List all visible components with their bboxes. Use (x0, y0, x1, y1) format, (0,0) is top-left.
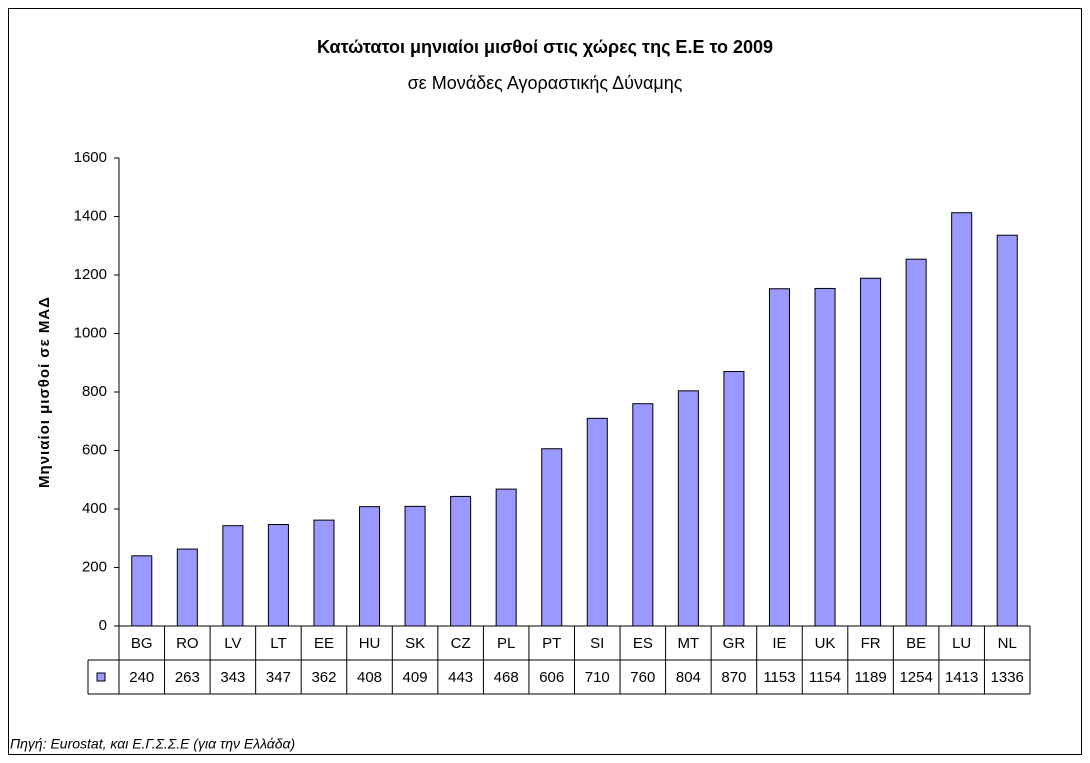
data-table-value: 362 (311, 669, 336, 686)
bar (495, 488, 517, 627)
bar (222, 525, 244, 627)
y-tick-label: 600 (82, 441, 107, 458)
data-table-value: 1413 (945, 669, 978, 686)
data-table-value: 1189 (854, 669, 886, 686)
bar (450, 495, 472, 627)
bar (267, 524, 289, 627)
data-table-value: 804 (676, 669, 701, 686)
data-table-value: 1154 (809, 669, 841, 686)
bar (176, 548, 198, 627)
bar (541, 448, 563, 627)
chart-subtitle: σε Μονάδες Αγοραστικής Δύναμης (408, 73, 683, 93)
x-tick-label: IE (772, 635, 786, 652)
data-table-value: 408 (357, 669, 382, 686)
bar (632, 403, 654, 627)
x-tick-label: ES (633, 635, 653, 652)
x-tick-label: CZ (451, 635, 471, 652)
x-tick-label: PL (497, 635, 515, 652)
x-tick-label: SI (590, 635, 604, 652)
bar (677, 390, 699, 627)
source-note: Πηγή: Eurostat, και Ε.Γ.Σ.Σ.Ε (για την Ε… (10, 736, 295, 752)
x-tick-label: SK (405, 635, 425, 652)
x-tick-label: BE (906, 635, 926, 652)
data-table-value: 760 (630, 669, 655, 686)
y-tick-label: 0 (99, 617, 107, 634)
data-table-value: 263 (175, 669, 200, 686)
x-tick-label: LT (270, 635, 286, 652)
data-table-value: 1336 (991, 669, 1024, 686)
bar (860, 277, 882, 627)
y-tick-label: 1200 (74, 266, 107, 283)
bar (404, 505, 426, 627)
bar (951, 212, 973, 627)
bar (996, 234, 1018, 627)
bar (359, 506, 381, 627)
data-table-value: 409 (403, 669, 428, 686)
y-tick-label: 800 (82, 383, 107, 400)
data-table-value: 240 (129, 669, 154, 686)
data-table-value: 443 (448, 669, 473, 686)
x-tick-label: UK (815, 635, 836, 652)
x-tick-label: LU (952, 635, 971, 652)
y-tick-label: 1000 (74, 324, 107, 341)
x-tick-label: NL (998, 635, 1017, 652)
x-tick-label: HU (359, 635, 381, 652)
bar (905, 258, 927, 627)
data-table-value: 347 (266, 669, 291, 686)
y-tick-label: 200 (82, 558, 107, 575)
x-tick-label: PT (542, 635, 561, 652)
data-table-value: 606 (539, 669, 564, 686)
data-table-value: 1153 (763, 669, 795, 686)
chart-border (8, 8, 1082, 755)
x-tick-label: MT (678, 635, 700, 652)
x-tick-label: LV (224, 635, 241, 652)
data-table-value: 1254 (899, 669, 932, 686)
bar (768, 288, 790, 627)
bar (586, 417, 608, 627)
bar (814, 287, 836, 627)
y-axis-label: Μηνιαίοι μισθοί σε ΜΑΔ (36, 296, 53, 488)
x-tick-label: BG (131, 635, 153, 652)
data-table-value: 468 (494, 669, 519, 686)
bar (723, 371, 745, 627)
legend-key (96, 672, 106, 682)
data-table-value: 343 (220, 669, 245, 686)
bar (131, 555, 153, 627)
y-tick-label: 1600 (74, 149, 107, 166)
chart-title: Κατώτατοι μηνιαίοι μισθοί στις χώρες της… (317, 37, 773, 57)
x-tick-label: EE (314, 635, 334, 652)
x-tick-label: FR (861, 635, 881, 652)
y-tick-label: 400 (82, 500, 107, 517)
x-tick-label: RO (176, 635, 199, 652)
y-tick-label: 1400 (74, 207, 107, 224)
bar (313, 519, 335, 627)
x-tick-label: GR (723, 635, 746, 652)
data-table-value: 870 (721, 669, 746, 686)
data-table-value: 710 (585, 669, 610, 686)
